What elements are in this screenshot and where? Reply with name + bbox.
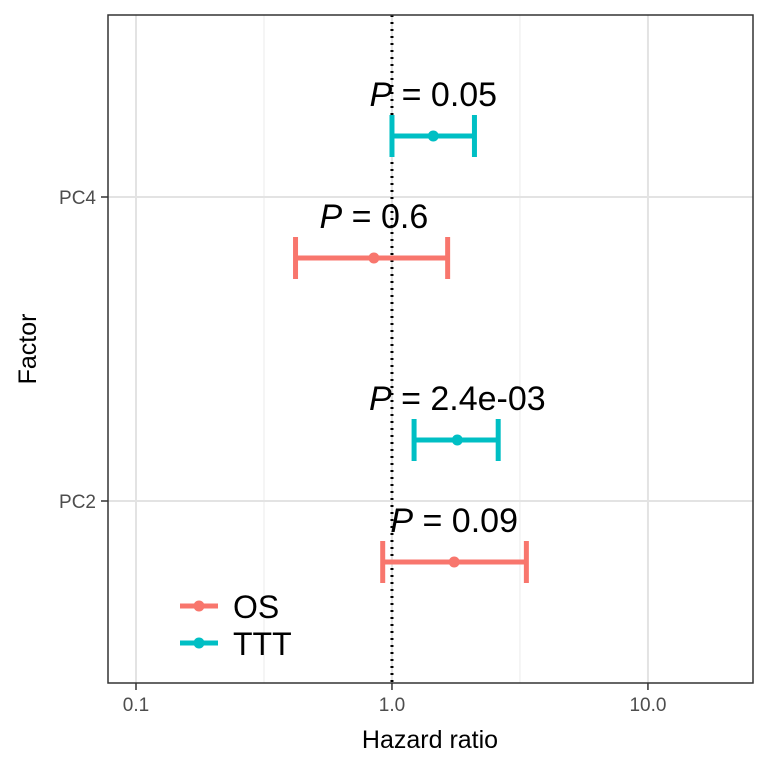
p-value-label: P = 0.05 — [369, 76, 497, 114]
legend-item-ttt: TTT — [180, 626, 292, 662]
x-tick-label: 1.0 — [379, 695, 405, 716]
p-value-label: P = 0.6 — [320, 198, 429, 236]
y-tick-label: PC4 — [59, 188, 96, 209]
p-value-labels: P = 0.6P = 0.09P = 0.05P = 2.4e-03 — [320, 76, 546, 540]
p-label-prefix: P — [390, 502, 413, 540]
axes: 0.1 1.0 10.0 PC4 PC2 — [59, 188, 666, 716]
p-value-label: P = 2.4e-03 — [369, 380, 546, 418]
x-axis-title: Hazard ratio — [362, 726, 498, 754]
error-bar-os-pc4 — [293, 237, 451, 279]
plot-panel-border — [107, 14, 754, 684]
hr-point — [451, 434, 463, 446]
p-label-prefix: P — [320, 198, 343, 236]
x-tick-label: 0.1 — [123, 695, 149, 716]
x-tick-label: 10.0 — [629, 695, 666, 716]
legend-label: TTT — [233, 626, 292, 662]
legend-key-point — [193, 600, 205, 612]
y-axis-title: Factor — [14, 314, 42, 385]
error-bar-ttt-pc2 — [411, 419, 501, 461]
legend-label: OS — [233, 589, 279, 625]
legend-item-os: OS — [180, 589, 279, 625]
p-value-label: P = 0.09 — [390, 502, 518, 540]
error-bar-os-pc2 — [380, 541, 529, 583]
grid-lines — [108, 15, 753, 683]
p-label-prefix: P — [369, 76, 392, 114]
legend-key-point — [193, 637, 205, 649]
hr-point — [427, 130, 439, 142]
series-group — [293, 115, 529, 583]
p-label-value: = 0.05 — [392, 76, 497, 114]
p-label-value: = 0.09 — [413, 502, 518, 540]
p-label-value: = 2.4e-03 — [392, 380, 546, 418]
hr-point — [448, 556, 460, 568]
y-tick-label: PC2 — [59, 492, 96, 513]
error-bar-ttt-pc4 — [389, 115, 477, 157]
hr-point — [368, 252, 380, 264]
p-label-value: = 0.6 — [342, 198, 428, 236]
p-label-prefix: P — [369, 380, 392, 418]
